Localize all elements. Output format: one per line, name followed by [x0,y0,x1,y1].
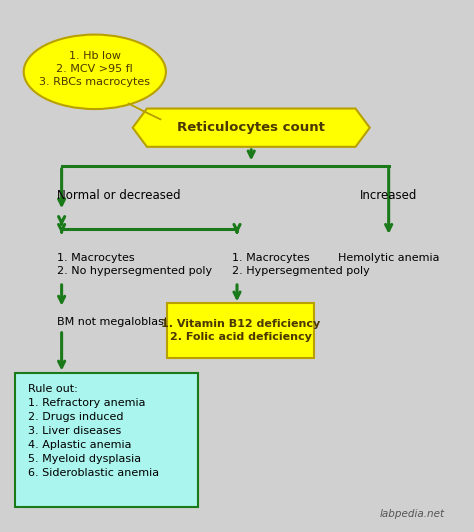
Polygon shape [133,109,370,147]
Text: BM not megaloblastoid: BM not megaloblastoid [57,317,185,327]
Text: Reticulocytes count: Reticulocytes count [177,121,325,134]
FancyBboxPatch shape [167,303,314,358]
Text: Increased: Increased [360,189,418,202]
Text: Hemolytic anemia: Hemolytic anemia [338,253,439,263]
Ellipse shape [24,35,166,109]
Text: 1. Hb low
2. MCV >95 fl
3. RBCs macrocytes: 1. Hb low 2. MCV >95 fl 3. RBCs macrocyt… [39,51,150,87]
Text: labpedia.net: labpedia.net [380,509,445,519]
Text: 1. Vitamin B12 deficiency
2. Folic acid deficiency: 1. Vitamin B12 deficiency 2. Folic acid … [161,319,320,342]
Text: Normal or decreased: Normal or decreased [57,189,181,202]
Text: Rule out:
1. Refractory anemia
2. Drugs induced
3. Liver diseases
4. Aplastic an: Rule out: 1. Refractory anemia 2. Drugs … [28,384,160,478]
FancyBboxPatch shape [15,373,198,507]
Text: 1. Macrocytes
2. Hypersegmented poly: 1. Macrocytes 2. Hypersegmented poly [232,253,370,276]
Text: 1. Macrocytes
2. No hypersegmented poly: 1. Macrocytes 2. No hypersegmented poly [57,253,212,276]
Polygon shape [128,103,161,120]
